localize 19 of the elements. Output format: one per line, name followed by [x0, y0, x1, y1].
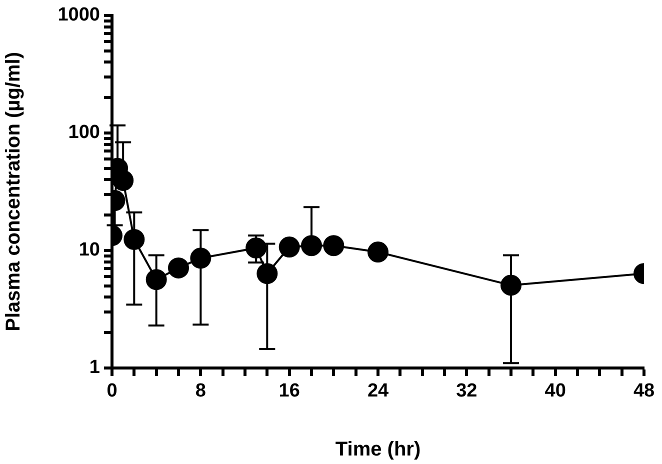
x-tick-label: 24	[367, 380, 389, 402]
point	[168, 257, 189, 278]
y-tick-label: 100	[68, 122, 100, 144]
y-tick-label: 10	[78, 240, 100, 261]
y-tick-label: 1	[89, 357, 100, 378]
x-axis-title: Time (hr)	[335, 438, 421, 461]
y-axis-title: Plasma concentration (µg/ml)	[2, 52, 25, 332]
x-tick-label: 32	[456, 380, 478, 402]
x-tick-label: 8	[195, 380, 206, 402]
x-tick-label: 40	[544, 380, 566, 402]
point	[278, 236, 300, 258]
y-tick-label: 1000	[58, 4, 100, 26]
x-tick-label: 48	[633, 380, 655, 402]
point	[323, 235, 344, 256]
point	[301, 235, 322, 256]
point	[368, 242, 388, 263]
x-tick-label: 0	[106, 380, 118, 402]
point	[112, 170, 134, 191]
x-tick-label: 16	[278, 380, 300, 402]
